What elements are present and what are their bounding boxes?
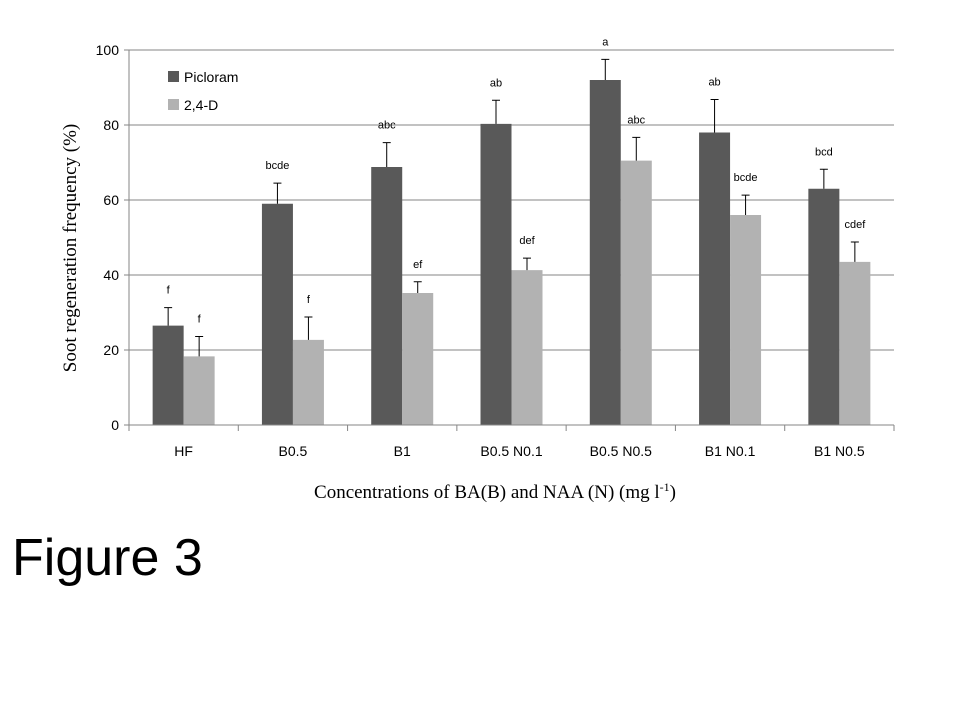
significance-label: bcde (265, 160, 289, 172)
significance-label: bcd (815, 146, 833, 158)
bar-24d (730, 215, 762, 425)
x-tick-label: HF (174, 443, 193, 459)
significance-label: a (602, 36, 609, 48)
bar-picloram (808, 188, 840, 425)
axes: 0 20 40 60 80 100 HF B0.5 B1 B0.5 N0.1 B0.5 N0.5 B1… (96, 42, 895, 459)
x-axis-title-superscript: -1 (660, 480, 670, 494)
bar-picloram (261, 203, 293, 425)
significance-label: f (167, 285, 171, 297)
legend-swatch (168, 99, 179, 110)
bar-24d (511, 270, 543, 425)
bar-picloram (152, 325, 184, 425)
significance-label: ab (708, 77, 720, 89)
legend: Picloram 2,4-D (168, 69, 238, 113)
bar-24d (183, 356, 215, 425)
significance-label: cdef (844, 219, 866, 231)
significance-label: abc (627, 114, 645, 126)
bar-picloram (589, 80, 621, 425)
bar-picloram (371, 167, 403, 425)
significance-label: abc (378, 120, 396, 132)
x-tick-label: B0.5 N0.1 (480, 443, 542, 459)
bars (152, 58, 871, 425)
x-tick-label: B0.5 (279, 443, 308, 459)
y-axis-title: Soot regeneration frequency (%) (60, 124, 81, 372)
y-tick-label: 40 (103, 267, 119, 283)
x-tick-label: B1 N0.1 (705, 443, 756, 459)
figure-label: Figure 3 (12, 529, 203, 587)
x-axis-title-main: Concentrations of BA(B) and NAA (N) (mg … (314, 482, 660, 503)
y-tick-label: 60 (103, 192, 119, 208)
y-tick-label: 20 (103, 342, 119, 358)
x-tick-label: B1 (394, 443, 411, 459)
significance-label: f (307, 294, 311, 306)
x-tick-label: B0.5 N0.5 (590, 443, 652, 459)
bar-24d (620, 160, 652, 425)
significance-label: ef (413, 259, 423, 271)
bar-picloram (699, 132, 731, 425)
significance-label: ab (490, 77, 502, 89)
legend-label: 2,4-D (184, 97, 218, 113)
x-axis-title-end: ) (670, 482, 676, 503)
y-tick-label: 100 (96, 42, 120, 58)
y-tick-label: 80 (103, 117, 119, 133)
bar-picloram (480, 123, 512, 425)
bar-24d (839, 261, 871, 425)
y-tick-label: 0 (111, 417, 119, 433)
significance-label: bcde (734, 172, 758, 184)
significance-label: def (519, 235, 535, 247)
legend-swatch (168, 71, 179, 82)
legend-label: Picloram (184, 69, 238, 85)
x-tick-label: B1 N0.5 (814, 443, 865, 459)
x-axis-title: Concentrations of BA(B) and NAA (N) (mg … (314, 480, 676, 503)
labels: f bcde abc ab a ab bcd f f ef def abc bcde cdef (167, 36, 867, 325)
bar-24d (292, 339, 324, 425)
significance-label: f (198, 314, 202, 326)
bar-24d (402, 293, 434, 425)
